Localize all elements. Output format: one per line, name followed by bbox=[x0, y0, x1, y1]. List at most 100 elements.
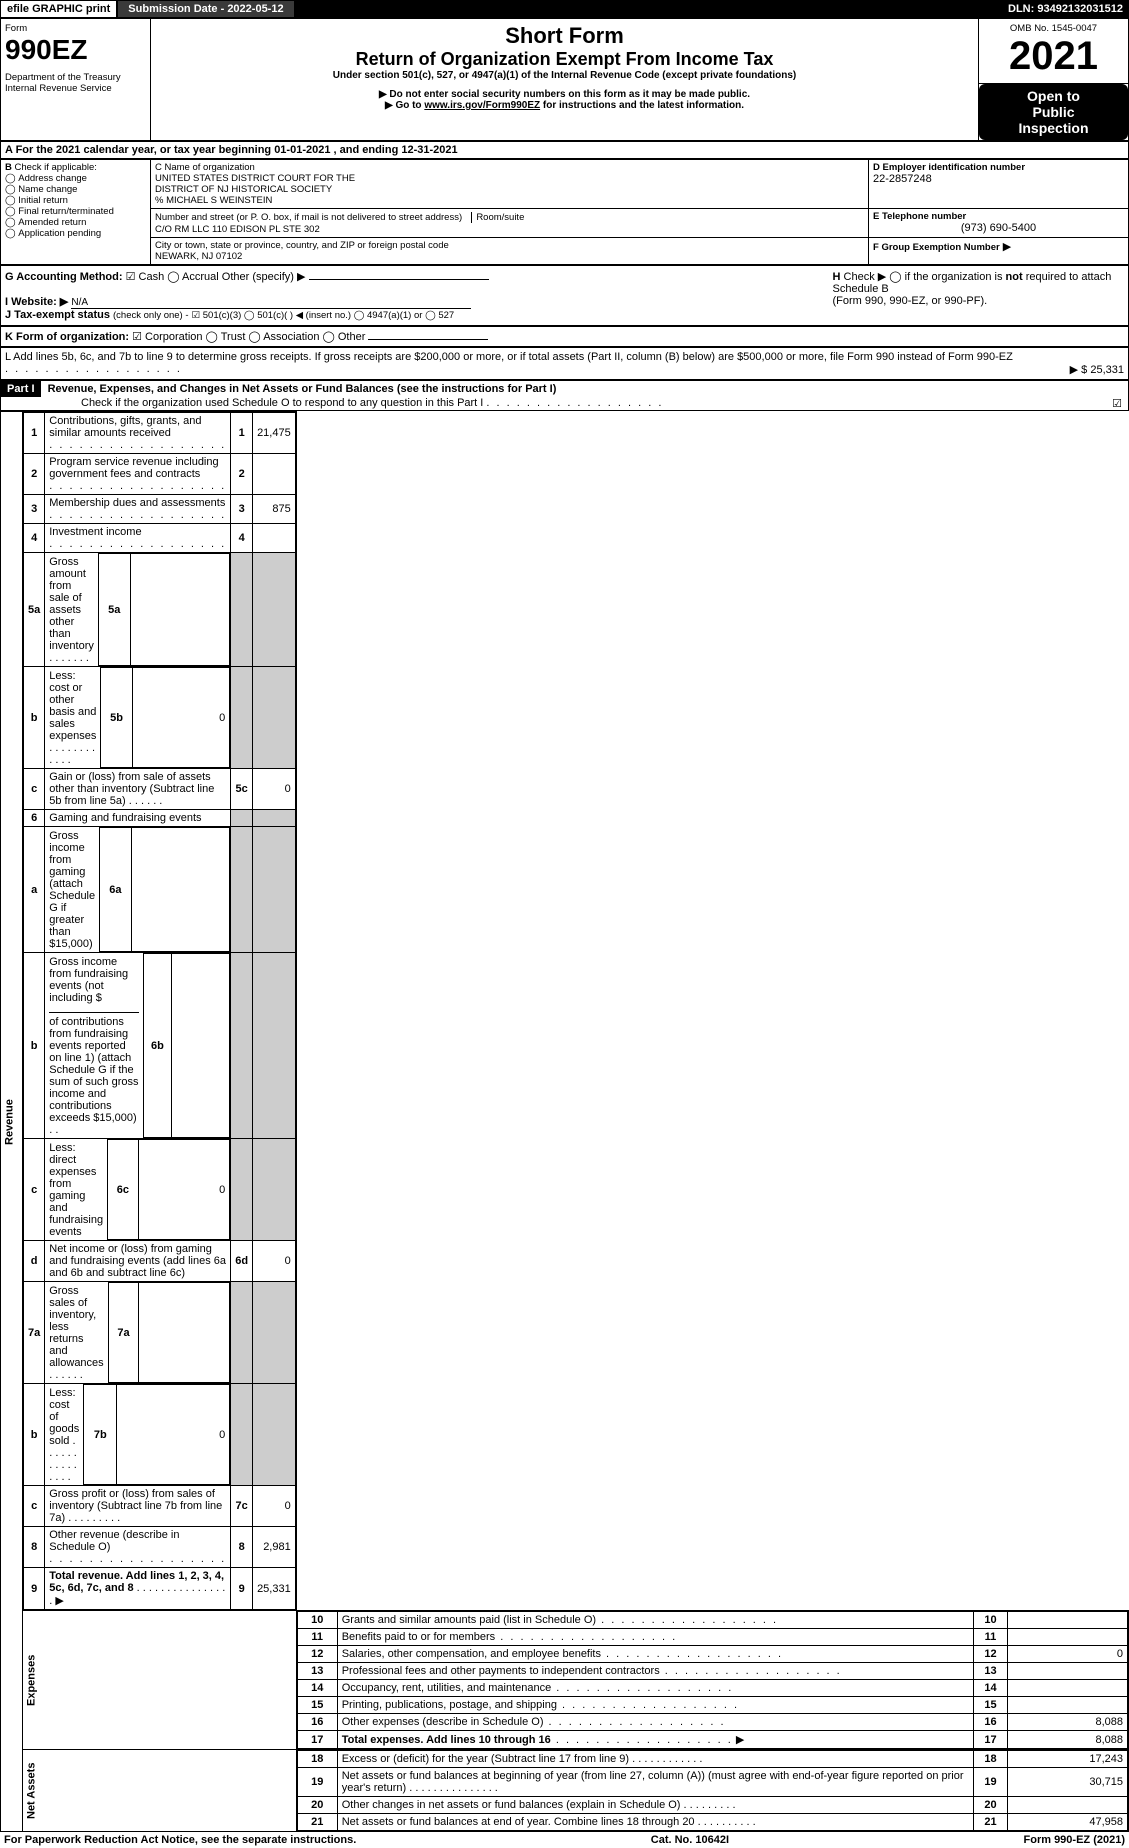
checkbox-accrual[interactable]: ◯ Accrual bbox=[167, 271, 218, 283]
line-6a-subcol: 6a bbox=[100, 828, 132, 952]
line-5a-subcol: 5a bbox=[98, 554, 130, 666]
checkbox-final-return[interactable]: ◯ bbox=[5, 206, 18, 217]
line-15-no: 15 bbox=[297, 1697, 337, 1714]
k-other-input[interactable] bbox=[368, 339, 488, 340]
section-b-label: B bbox=[5, 162, 12, 173]
line-5a-subamt bbox=[130, 554, 230, 666]
goto-line: ▶ Go to www.irs.gov/Form990EZ for instru… bbox=[157, 100, 972, 111]
line-1-col: 1 bbox=[231, 413, 253, 454]
d-ein-label: D Employer identification number bbox=[873, 162, 1025, 173]
line-7b-amt-shade bbox=[253, 1384, 296, 1486]
line-4-amt bbox=[253, 524, 296, 553]
f-arrow-icon: ▶ bbox=[1003, 241, 1011, 253]
line-14-amt bbox=[1008, 1680, 1128, 1697]
l-text: L Add lines 5b, 6c, and 7b to line 9 to … bbox=[5, 351, 1013, 363]
irs-link[interactable]: www.irs.gov/Form990EZ bbox=[424, 100, 540, 111]
dept-treasury: Department of the Treasury bbox=[5, 72, 146, 83]
line-6b-no: b bbox=[24, 953, 45, 1139]
line-5b-col-shade bbox=[231, 667, 253, 769]
line-10-desc: Grants and similar amounts paid (list in… bbox=[337, 1612, 973, 1629]
line-17-amt: 8,088 bbox=[1008, 1731, 1128, 1749]
other-specify-input[interactable] bbox=[309, 279, 489, 280]
line-5c-amt: 0 bbox=[253, 769, 296, 810]
line-7c-desc: Gross profit or (loss) from sales of inv… bbox=[45, 1486, 231, 1527]
addr-label: Number and street (or P. O. box, if mail… bbox=[155, 212, 462, 223]
checkbox-application-pending[interactable]: ◯ bbox=[5, 228, 18, 239]
line-3-col: 3 bbox=[231, 495, 253, 524]
arrow-icon: ▶ bbox=[736, 1734, 744, 1746]
line-6b-subcol: 6b bbox=[144, 954, 171, 1138]
line-5c-col: 5c bbox=[231, 769, 253, 810]
checkbox-name-change[interactable]: ◯ bbox=[5, 184, 18, 195]
line-18-no: 18 bbox=[297, 1751, 337, 1768]
line-17-no: 17 bbox=[297, 1731, 337, 1749]
line-21-desc: Net assets or fund balances at end of ye… bbox=[337, 1814, 973, 1831]
section-subtitle: Under section 501(c), 527, or 4947(a)(1)… bbox=[157, 70, 972, 81]
line-5b-amt-shade bbox=[253, 667, 296, 769]
line-6a-col-shade bbox=[231, 827, 253, 953]
line-7a-no: 7a bbox=[24, 1282, 45, 1384]
line-16-col: 16 bbox=[974, 1714, 1008, 1731]
line-5b-subcol: 5b bbox=[101, 668, 132, 768]
line-6c-col-shade bbox=[231, 1139, 253, 1241]
part-i-checkbox[interactable]: ☑ bbox=[1112, 397, 1128, 410]
line-19-col: 19 bbox=[974, 1768, 1008, 1797]
street-address: C/O RM LLC 110 EDISON PL STE 302 bbox=[155, 224, 320, 235]
line-12-col: 12 bbox=[974, 1646, 1008, 1663]
line-18-desc: Excess or (deficit) for the year (Subtra… bbox=[337, 1751, 973, 1768]
line-6b-blank[interactable] bbox=[49, 1012, 139, 1013]
form-number: 990EZ bbox=[5, 34, 146, 66]
line-20-col: 20 bbox=[974, 1797, 1008, 1814]
line-6c-subcol: 6c bbox=[108, 1140, 139, 1240]
line-6b-col-shade bbox=[231, 953, 253, 1139]
line-6-amt-shade bbox=[253, 810, 296, 827]
checkbox-initial-return[interactable]: ◯ bbox=[5, 195, 18, 206]
line-5c-desc: Gain or (loss) from sale of assets other… bbox=[45, 769, 231, 810]
part-i-checkline: Check if the organization used Schedule … bbox=[1, 397, 483, 409]
line-6b-desc: Gross income from fundraising events (no… bbox=[45, 953, 231, 1139]
opt-initial-return: Initial return bbox=[18, 195, 68, 206]
line-9-desc: Total revenue. Add lines 1, 2, 3, 4, 5c,… bbox=[45, 1568, 231, 1610]
e-phone-label: E Telephone number bbox=[873, 211, 966, 222]
h-label: H bbox=[833, 271, 841, 283]
checkbox-cash[interactable]: ☑ Cash bbox=[126, 271, 165, 283]
opt-application-pending: Application pending bbox=[18, 228, 101, 239]
line-9-amt: 25,331 bbox=[253, 1568, 296, 1610]
line-3-desc: Membership dues and assessments bbox=[45, 495, 231, 524]
checkbox-address-change[interactable]: ◯ bbox=[5, 173, 18, 184]
line-10-amt bbox=[1008, 1612, 1128, 1629]
i-website-label: I Website: ▶ bbox=[5, 296, 68, 308]
care-of: % MICHAEL S WEINSTEIN bbox=[155, 195, 864, 206]
line-12-no: 12 bbox=[297, 1646, 337, 1663]
line-6a-desc: Gross income from gaming (attach Schedul… bbox=[45, 827, 231, 953]
line-6d-amt: 0 bbox=[253, 1241, 296, 1282]
line-a: A For the 2021 calendar year, or tax yea… bbox=[1, 142, 1129, 159]
efile-print-button[interactable]: efile GRAPHIC print bbox=[0, 0, 117, 18]
line-7c-col: 7c bbox=[231, 1486, 253, 1527]
line-7b-desc: Less: cost of goods sold . . . . . . . .… bbox=[45, 1384, 231, 1486]
line-9-col: 9 bbox=[231, 1568, 253, 1610]
j-options[interactable]: ☑ 501(c)(3) ◯ 501(c)( ) ◀ (insert no.) ◯… bbox=[192, 310, 455, 321]
l-amount: ▶ $ 25,331 bbox=[1070, 363, 1124, 376]
org-name-2: DISTRICT OF NJ HISTORICAL SOCIETY bbox=[155, 184, 864, 195]
line-13-no: 13 bbox=[297, 1663, 337, 1680]
line-10-col: 10 bbox=[974, 1612, 1008, 1629]
line-8-col: 8 bbox=[231, 1527, 253, 1568]
line-21-amt: 47,958 bbox=[1008, 1814, 1128, 1831]
checkbox-amended-return[interactable]: ◯ bbox=[5, 217, 18, 228]
line-6-col-shade bbox=[231, 810, 253, 827]
line-16-desc: Other expenses (describe in Schedule O) bbox=[337, 1714, 973, 1731]
line-7c-amt: 0 bbox=[253, 1486, 296, 1527]
line-4-no: 4 bbox=[24, 524, 45, 553]
line-2-amt bbox=[253, 454, 296, 495]
revenue-side-label: Revenue bbox=[1, 412, 23, 1832]
goto-pre: ▶ Go to bbox=[385, 100, 424, 111]
opt-name-change: Name change bbox=[18, 184, 77, 195]
line-6c-no: c bbox=[24, 1139, 45, 1241]
part-i-bar: Part I bbox=[1, 381, 41, 397]
line-11-no: 11 bbox=[297, 1629, 337, 1646]
line-7a-subamt bbox=[139, 1283, 230, 1383]
k-options[interactable]: ☑ Corporation ◯ Trust ◯ Association ◯ Ot… bbox=[132, 331, 365, 343]
line-5a-desc: Gross amount from sale of assets other t… bbox=[45, 553, 231, 667]
line-7b-no: b bbox=[24, 1384, 45, 1486]
